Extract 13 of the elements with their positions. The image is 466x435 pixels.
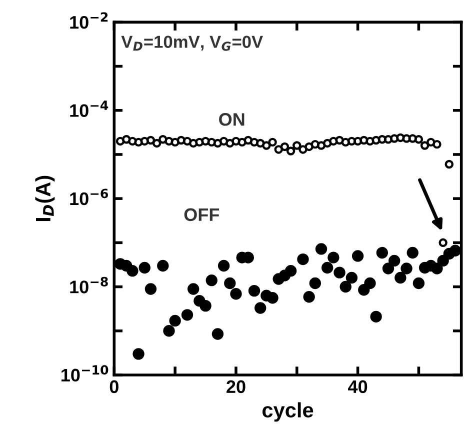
- y-tick-label: 10$^{−8}$: [70, 276, 108, 294]
- x-tick-label: 40: [348, 380, 368, 394]
- y-tick-label: 10$^{−4}$: [70, 100, 108, 117]
- x-axis-title: cycle: [262, 402, 314, 422]
- x-tick-label: 0: [110, 380, 118, 394]
- y-tick-label: 10$^{−6}$: [70, 188, 108, 206]
- annotation: V$_{D}$=10mV, V$_{G}$=0V: [121, 36, 263, 51]
- x-tick-label: 20: [226, 380, 246, 394]
- y-tick-label: 10$^{−10}$: [62, 365, 108, 382]
- annotation: ON: [219, 113, 244, 126]
- annotation: OFF: [184, 208, 220, 222]
- y-tick-label: 10$^{−2}$: [70, 12, 108, 29]
- y-axis-title: I$_{D}$(A): [35, 176, 55, 222]
